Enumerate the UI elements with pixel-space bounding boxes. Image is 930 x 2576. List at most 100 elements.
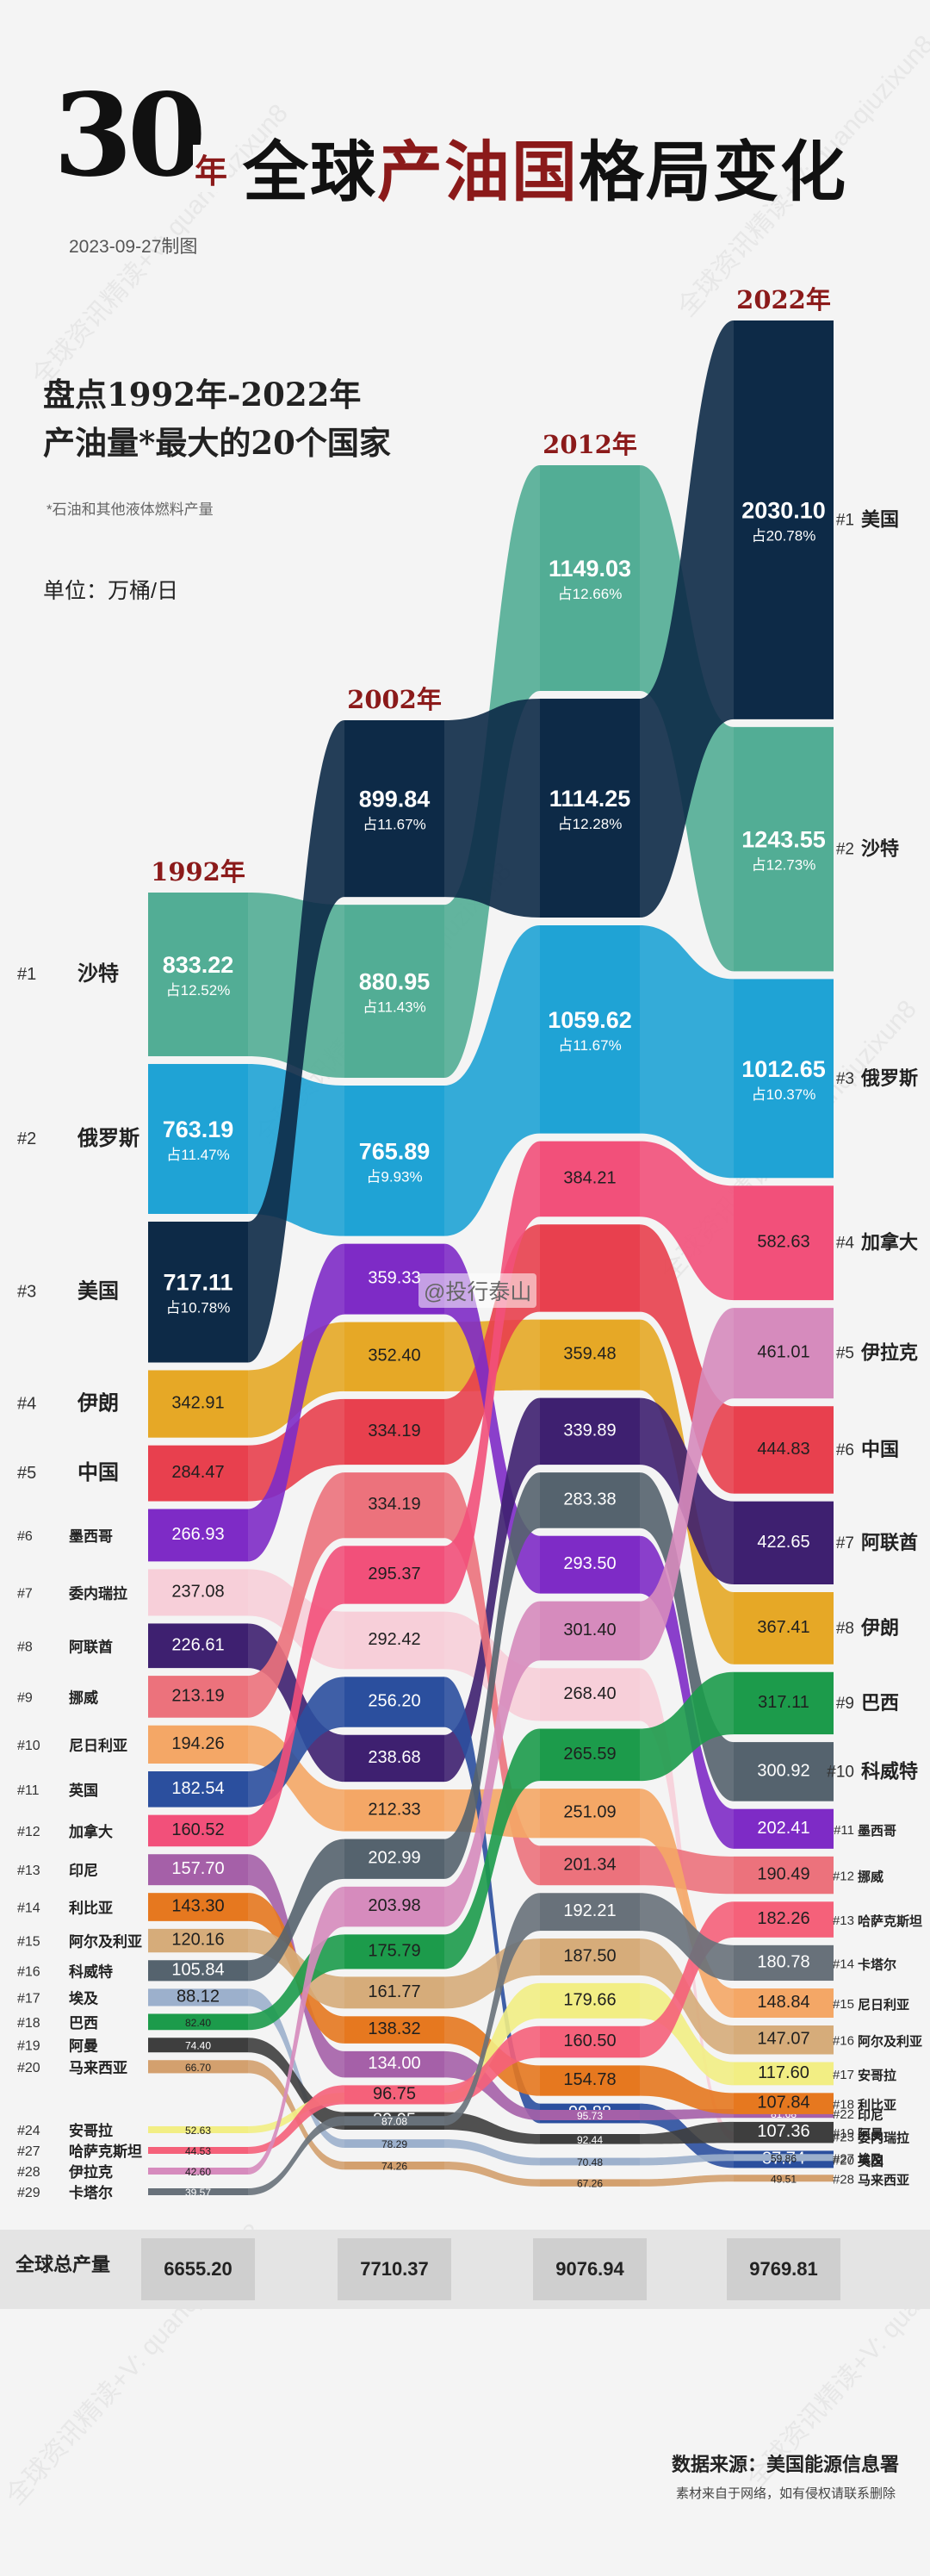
value-label-挪威-1: 334.19 <box>368 1495 420 1514</box>
value-label-伊朗-0: 342.91 <box>171 1394 224 1413</box>
bar-马来西亚-2002年 <box>344 2161 444 2170</box>
title-part-1: 全球 <box>243 134 377 210</box>
bar-阿联酋-2022年 <box>734 1501 834 1585</box>
share-label-沙特-0: 占12.52% <box>166 982 231 999</box>
subtitle-line-2: 产油量*最大的20个国家 <box>43 424 391 462</box>
share-label-俄罗斯-3: 占10.37% <box>752 1086 816 1103</box>
bar-沙特-2002年 <box>344 905 444 1079</box>
bar-阿曼-2012年 <box>540 2134 640 2144</box>
total-value-3: 9769.81 <box>749 2258 818 2280</box>
bar-美国-1992年 <box>148 1221 248 1363</box>
bar-阿尔及利亚-2002年 <box>344 1976 444 2009</box>
bar-印尼-2002年 <box>344 2050 444 2078</box>
right-rank-label-中国: #6 <box>836 1441 854 1459</box>
bar-委内瑞拉-1992年 <box>148 1569 248 1616</box>
left-rank-label-印尼: #13 <box>17 1864 40 1878</box>
right-rank-label-伊朗: #8 <box>836 1620 854 1638</box>
bar-俄罗斯-1992年 <box>148 1063 248 1214</box>
bar-科威特-2012年 <box>540 1472 640 1528</box>
bar-加拿大-1992年 <box>148 1814 248 1847</box>
left-country-label-阿尔及利亚: 阿尔及利亚 <box>69 1933 142 1951</box>
bar-美国-2012年 <box>540 698 640 918</box>
right-rank-label-英国: #20 <box>833 2153 854 2168</box>
bar-委内瑞拉-2002年 <box>344 1611 444 1670</box>
flow-哈萨克斯坦-0 <box>248 2085 344 2154</box>
left-country-label-委内瑞拉: 委内瑞拉 <box>68 1584 127 1602</box>
flow-尼日利亚-2 <box>640 1789 734 2018</box>
right-rank-label-沙特: #2 <box>836 841 854 859</box>
bar-加拿大-2012年 <box>540 1141 640 1217</box>
right-country-label-加拿大: 加拿大 <box>860 1232 918 1254</box>
bar-巴西-2002年 <box>344 1934 444 1969</box>
right-rank-label-巴西: #9 <box>836 1695 854 1713</box>
flow-layer <box>248 320 734 2195</box>
bar-阿联酋-1992年 <box>148 1623 248 1669</box>
bar-伊朗-2002年 <box>344 1322 444 1391</box>
bar-印尼-2012年 <box>540 2110 640 2121</box>
bar-墨西哥-2012年 <box>540 1535 640 1594</box>
left-rank-label-埃及: #17 <box>17 1991 40 2006</box>
right-rank-label-哈萨克斯坦: #13 <box>833 1913 854 1928</box>
value-label-卡塔尔-3: 180.78 <box>757 1952 809 1971</box>
value-label-马来西亚-3: 49.51 <box>771 2173 797 2185</box>
left-rank-label-墨西哥: #6 <box>17 1529 33 1544</box>
left-rank-label-阿联酋: #8 <box>17 1640 33 1654</box>
right-country-label-卡塔尔: 卡塔尔 <box>858 1957 896 1972</box>
subtitle: 盘点1992年-2022年 产油量*最大的20个国家 <box>43 370 391 467</box>
bar-利比亚-2002年 <box>344 2016 444 2044</box>
bar-墨西哥-1992年 <box>148 1509 248 1562</box>
left-rank-label-阿尔及利亚: #15 <box>17 1935 40 1950</box>
left-country-label-阿联酋: 阿联酋 <box>69 1638 113 1655</box>
chart-date: 2023-09-27制图 <box>69 237 198 257</box>
left-country-label-挪威: 挪威 <box>69 1689 98 1706</box>
value-label-尼日利亚-0: 194.26 <box>171 1734 224 1753</box>
right-rank-label-美国: #1 <box>836 511 854 529</box>
bar-伊朗-2012年 <box>540 1319 640 1391</box>
value-label-墨西哥-3: 202.41 <box>757 1819 809 1838</box>
right-country-label-科威特: 科威特 <box>861 1760 918 1782</box>
left-country-label-哈萨克斯坦: 哈萨克斯坦 <box>69 2143 142 2160</box>
title-part-red: 产油国 <box>377 134 579 210</box>
flow-中国-2 <box>640 1224 734 1494</box>
left-country-label-尼日利亚: 尼日利亚 <box>69 1737 127 1754</box>
bar-阿尔及利亚-2012年 <box>540 1938 640 1976</box>
share-label-沙特-1: 占11.43% <box>363 999 425 1016</box>
bar-利比亚-1992年 <box>148 1893 248 1921</box>
right-country-label-沙特: 沙特 <box>861 838 899 860</box>
value-label-加拿大-1: 295.37 <box>368 1565 420 1584</box>
bar-卡塔尔-2022年 <box>734 1944 834 1982</box>
bar-科威特-2022年 <box>734 1742 834 1801</box>
left-rank-label-伊拉克: #28 <box>17 2165 40 2180</box>
value-label-沙特-0: 833.22 <box>163 952 234 978</box>
left-rank-label-英国: #11 <box>17 1783 40 1798</box>
value-label-巴西-3: 317.11 <box>758 1693 809 1712</box>
total-box-1 <box>338 2238 451 2300</box>
flow-巴西-1 <box>444 1728 540 1969</box>
value-label-卡塔尔-1: 87.08 <box>381 2116 407 2128</box>
bar-埃及-1992年 <box>148 1988 248 2007</box>
left-rank-label-阿曼: #19 <box>17 2039 40 2054</box>
page-title: 全球产油国格局变化 <box>243 119 847 214</box>
flow-马来西亚-2 <box>640 2175 734 2187</box>
right-country-label-墨西哥: 墨西哥 <box>858 1824 896 1839</box>
value-label-阿联酋-3: 422.65 <box>757 1533 809 1552</box>
value-label-埃及-1: 78.29 <box>381 2138 407 2150</box>
bar-沙特-2022年 <box>734 726 834 972</box>
bar-阿曼-1992年 <box>148 2038 248 2053</box>
value-label-沙特-1: 880.95 <box>359 969 431 995</box>
right-rank-label-委内瑞拉: #23 <box>833 2130 854 2144</box>
year-label-3: 2022年 <box>736 285 831 314</box>
right-rank-label-科威特: #10 <box>827 1763 854 1781</box>
value-label-阿联酋-0: 226.61 <box>171 1635 224 1654</box>
flow-俄罗斯-2 <box>640 925 734 1179</box>
right-rank-label-加拿大: #4 <box>836 1235 855 1253</box>
value-label-加拿大-3: 582.63 <box>757 1233 809 1252</box>
value-label-尼日利亚-1: 212.33 <box>368 1800 420 1819</box>
flow-马来西亚-1 <box>444 2161 540 2187</box>
total-value-0: 6655.20 <box>164 2258 232 2280</box>
value-label-伊朗-2: 359.48 <box>563 1345 616 1364</box>
value-label-利比亚-2: 154.78 <box>563 2070 616 2089</box>
value-label-委内瑞拉-2: 268.40 <box>563 1684 616 1703</box>
right-rank-label-埃及: #27 <box>833 2151 854 2166</box>
right-country-label-尼日利亚: 尼日利亚 <box>858 1997 909 2013</box>
